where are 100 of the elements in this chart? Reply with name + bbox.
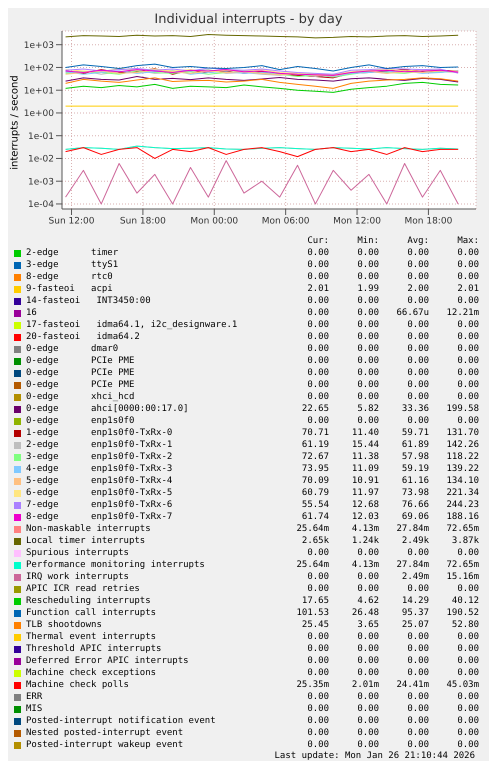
text: 0.00 — [306, 547, 329, 559]
legend-label: 6-edge enp1s0f0-TxRx-5 — [26, 487, 174, 499]
text: 0.00 — [406, 547, 429, 559]
text: 0.00 — [356, 583, 379, 595]
text: 55.54 — [300, 499, 329, 511]
legend-label: Nested posted-interrupt event — [26, 727, 184, 739]
text: 0.00 — [356, 319, 379, 331]
text: 0.00 — [406, 643, 429, 655]
y-tick-label: 1e+00 — [24, 109, 54, 120]
text: 0.00 — [356, 247, 379, 259]
text: 0.00 — [406, 343, 429, 355]
text: 0.00 — [356, 367, 379, 379]
text: 2.00 — [406, 283, 429, 295]
x-tick-label: Sun 12:00 — [48, 216, 95, 226]
text: 0.00 — [406, 667, 429, 679]
text: Min: — [356, 235, 379, 247]
text: 199.58 — [445, 403, 479, 415]
legend-label: 20-fasteoi idma64.2 — [26, 331, 141, 343]
text: 95.37 — [400, 607, 429, 619]
y-tick-label: 1e-03 — [28, 177, 54, 188]
legend-label: 8-edge rtc0 — [26, 271, 114, 283]
text: 25.64m — [295, 523, 329, 535]
text: 2.65k — [300, 535, 329, 547]
legend-label: 4-edge enp1s0f0-TxRx-3 — [26, 463, 174, 475]
text: 61.74 — [300, 511, 329, 523]
text: 244.23 — [445, 499, 479, 511]
text: 4.13m — [350, 559, 379, 571]
legend-label: APIC ICR read retries — [26, 583, 141, 595]
text: 11.97 — [350, 487, 379, 499]
text: 118.22 — [445, 451, 479, 463]
text: 0.00 — [306, 379, 329, 391]
text: 0.00 — [456, 415, 479, 427]
text: 0.00 — [306, 343, 329, 355]
text: 0.00 — [356, 691, 379, 703]
text: 0.00 — [356, 343, 379, 355]
text: 0.00 — [456, 343, 479, 355]
text: 24.41m — [395, 679, 429, 691]
legend-label: Threshold APIC interrupts — [26, 643, 162, 655]
text: 0.00 — [406, 631, 429, 643]
legend-label: 0-edge ahci[0000:00:17.0] — [26, 403, 190, 415]
text: 0.00 — [406, 355, 429, 367]
text: 0.00 — [406, 367, 429, 379]
text: 0.00 — [456, 319, 479, 331]
text: 0.00 — [306, 355, 329, 367]
text: 0.00 — [456, 259, 479, 271]
text: 61.19 — [300, 439, 329, 451]
legend-label: 0-edge PCIe PME — [26, 379, 136, 391]
text: 0.00 — [356, 307, 379, 319]
x-tick-label: Mon 12:00 — [333, 216, 382, 226]
text: 25.64m — [295, 559, 329, 571]
text: 0.00 — [306, 271, 329, 283]
text: 0.00 — [406, 259, 429, 271]
text: 0.00 — [306, 391, 329, 403]
text: 11.40 — [350, 427, 379, 439]
text: Cur: — [306, 235, 329, 247]
legend-label: 14-fasteoi INT3450:00 — [26, 295, 152, 307]
text: 0.00 — [356, 295, 379, 307]
legend-label: Posted-interrupt notification event — [26, 715, 217, 727]
text: 17.65 — [300, 595, 329, 607]
text: 0.00 — [406, 391, 429, 403]
text: 0.00 — [306, 583, 329, 595]
y-tick-label: 1e+02 — [24, 64, 54, 74]
text: 27.84m — [395, 523, 429, 535]
text: 15.16m — [445, 571, 479, 583]
text: 2.01 — [456, 283, 479, 295]
y-tick-label: 1e-04 — [28, 200, 54, 210]
text: 0.00 — [406, 715, 429, 727]
legend-label: Deferred Error APIC interrupts — [26, 655, 190, 667]
text: Max: — [456, 235, 479, 247]
text: 2.01 — [306, 283, 329, 295]
text: 2.01m — [350, 679, 379, 691]
text: 0.00 — [456, 739, 479, 751]
text: 5.82 — [356, 403, 379, 415]
text: 12.68 — [350, 499, 379, 511]
text: 61.89 — [400, 439, 429, 451]
legend-label: 0-edge PCIe PME — [26, 355, 136, 367]
text: 142.26 — [445, 439, 479, 451]
text: 0.00 — [356, 571, 379, 583]
text: 0.00 — [406, 727, 429, 739]
text: 0.00 — [306, 319, 329, 331]
text: 0.00 — [356, 655, 379, 667]
legend-label: Spurious interrupts — [26, 547, 130, 559]
text: 25.35m — [295, 679, 329, 691]
text: 139.22 — [445, 463, 479, 475]
text: 131.70 — [445, 427, 479, 439]
text: 73.98 — [400, 487, 429, 499]
text: 52.80 — [450, 619, 479, 631]
legend-label: 0-edge PCIe PME — [26, 367, 136, 379]
text: 2.49k — [400, 535, 429, 547]
text: 76.66 — [400, 499, 429, 511]
text: 0.00 — [306, 295, 329, 307]
text: 0.00 — [356, 391, 379, 403]
text: 0.00 — [456, 631, 479, 643]
text: 0.00 — [406, 379, 429, 391]
text: 2.49m — [400, 571, 429, 583]
text: 0.00 — [306, 631, 329, 643]
text: 0.00 — [306, 331, 329, 343]
legend-label: ERR — [26, 691, 44, 703]
legend-label: 8-edge enp1s0f0-TxRx-7 — [26, 511, 174, 523]
text: 15.44 — [350, 439, 379, 451]
